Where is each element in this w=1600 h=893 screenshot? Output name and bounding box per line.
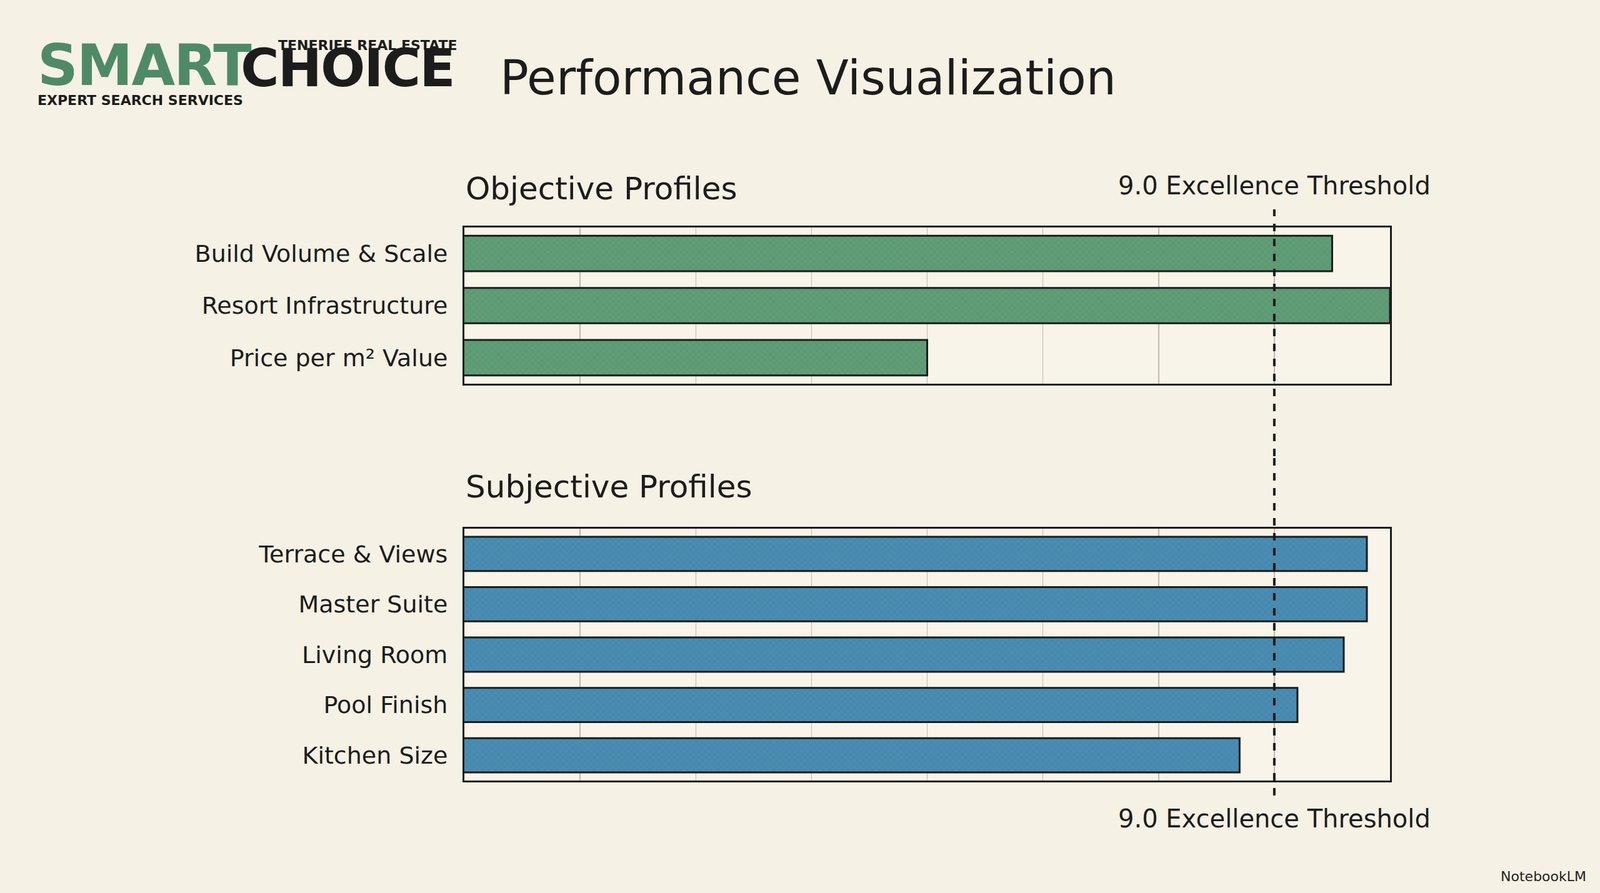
html-text:Performance Visualization: Performance Visualization [500, 50, 1117, 106]
svg-text:Terrace & Views: Terrace & Views [258, 540, 448, 569]
html-text:EXPERT SEARCH SERVICES: EXPERT SEARCH SERVICES [37, 92, 244, 109]
svg-text:Price per m² Value: Price per m² Value [230, 344, 449, 372]
html-text:TENERIFE REAL ESTATE: TENERIFE REAL ESTATE [278, 37, 458, 54]
svg-text:9.0 Excellence Threshold: 9.0 Excellence Threshold [1118, 171, 1431, 200]
svg-text:9.0 Excellence Threshold: 9.0 Excellence Threshold [1118, 804, 1431, 834]
html-text:CHOICE: CHOICE [240, 37, 455, 99]
svg-text:Build Volume & Scale: Build Volume & Scale [195, 240, 449, 268]
svg-text:Resort Infrastructure: Resort Infrastructure [201, 291, 449, 320]
svg-text:Pool Finish: Pool Finish [323, 691, 449, 719]
svg-text:Subjective Profiles: Subjective Profiles [465, 468, 753, 505]
svg-text:Objective Profiles: Objective Profiles [465, 170, 738, 207]
svg-text:Living Room: Living Room [301, 641, 448, 669]
html-text:SMART: SMART [37, 32, 251, 99]
svg-text:Kitchen Size: Kitchen Size [301, 741, 448, 770]
html-text:NotebookLM: NotebookLM [1500, 868, 1587, 885]
svg-text:Master Suite: Master Suite [298, 590, 448, 619]
